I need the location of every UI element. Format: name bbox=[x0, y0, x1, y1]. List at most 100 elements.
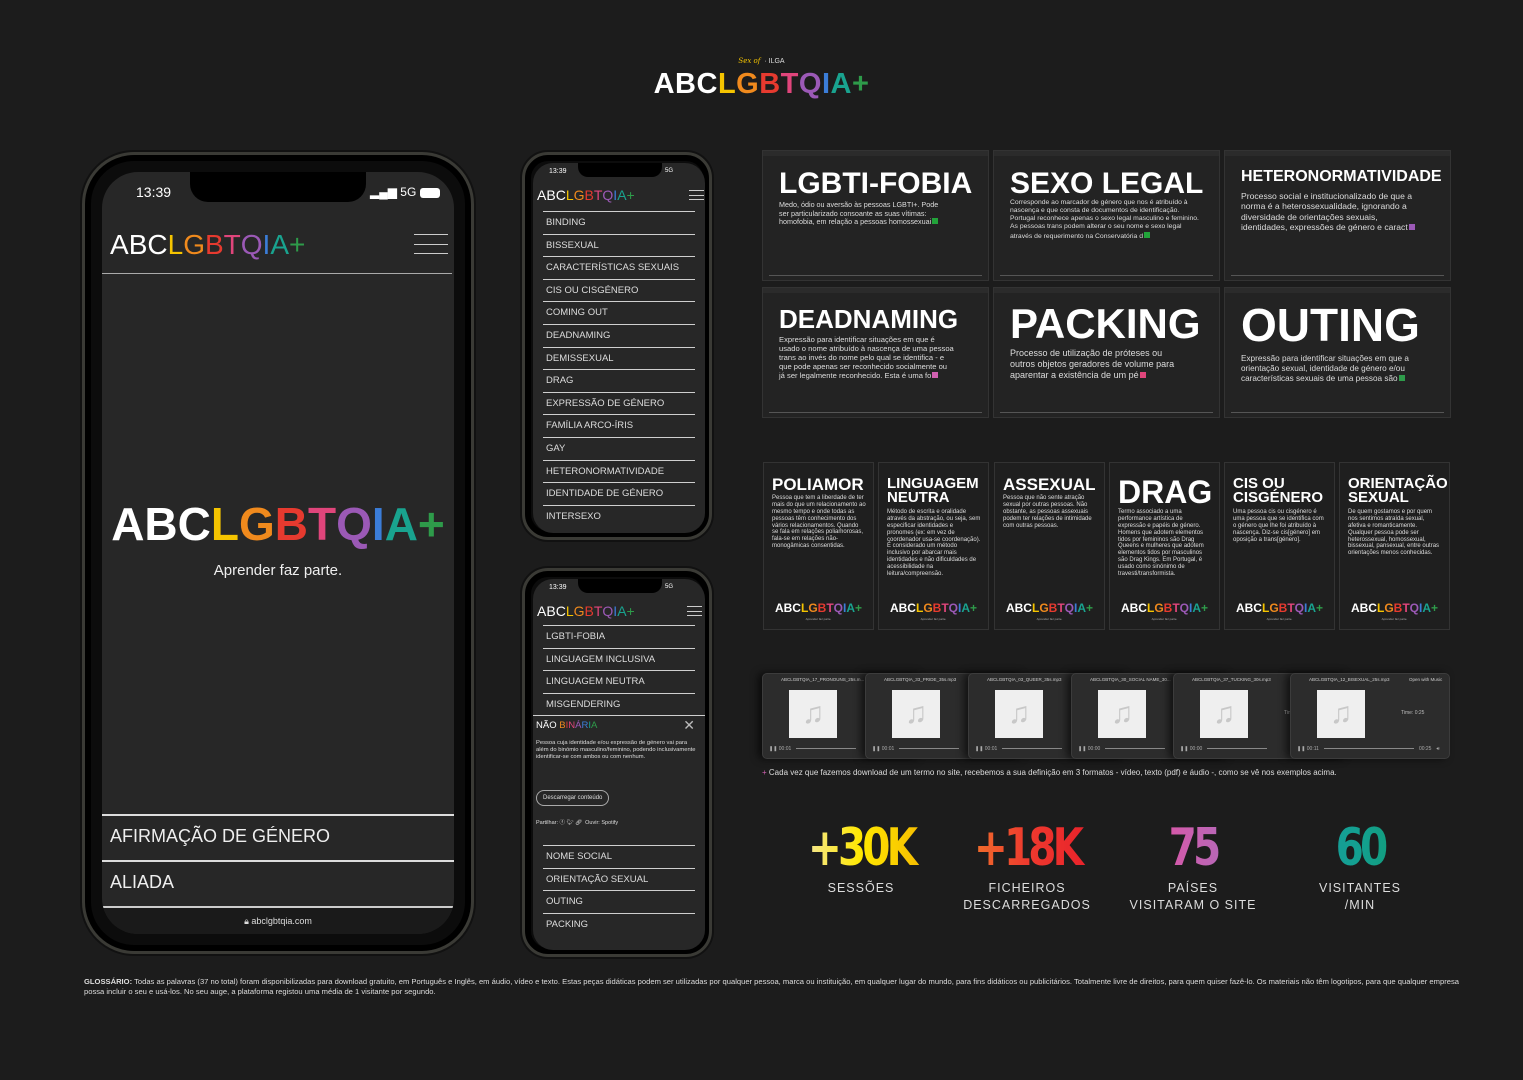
video-card[interactable]: LGBTI-FOBIA Medo, ódio ou aversão às pess… bbox=[762, 150, 989, 281]
twitter-icon[interactable]: 🐦︎ bbox=[566, 820, 574, 826]
video-progress-bar[interactable] bbox=[1000, 412, 1213, 413]
pause-icon[interactable]: ❚❚ bbox=[975, 746, 985, 752]
logo-letter: B bbox=[1048, 601, 1058, 615]
logo-letter: C bbox=[1368, 601, 1377, 615]
list-item[interactable]: GAY bbox=[543, 437, 695, 460]
list-item[interactable]: PACKING bbox=[543, 912, 695, 936]
logo-letter: I bbox=[371, 498, 385, 550]
video-card[interactable]: DEADNAMING Expressão para identificar sit… bbox=[762, 287, 989, 418]
list-item[interactable]: COMING OUT bbox=[543, 301, 695, 324]
video-progress-bar[interactable] bbox=[769, 275, 982, 276]
video-progress-bar[interactable] bbox=[1000, 275, 1213, 276]
sponsor-line: Sex of · ILGA bbox=[0, 57, 1523, 65]
close-icon[interactable]: ✕ bbox=[683, 717, 695, 733]
logo-letter: B bbox=[274, 498, 309, 550]
stat-label-line1: FICHEIROS bbox=[988, 881, 1066, 895]
list-item[interactable]: INTERSEXO bbox=[543, 504, 695, 528]
video-card[interactable]: HETERONORMATIVIDADE Processo social e ins… bbox=[1224, 150, 1451, 281]
site-logo[interactable]: ABCLGBTQIA+ bbox=[537, 187, 635, 203]
seek-slider[interactable] bbox=[1207, 748, 1268, 750]
list-item[interactable]: NOME SOCIAL bbox=[543, 845, 695, 868]
list-item[interactable]: EXPRESSÃO DE GÉNERO bbox=[543, 391, 695, 415]
card-title: OUTING bbox=[1241, 299, 1420, 351]
seek-slider[interactable] bbox=[899, 748, 960, 750]
site-logo[interactable]: ABCLGBTQIA+ bbox=[110, 229, 305, 261]
pause-icon[interactable]: ❚❚ bbox=[872, 746, 882, 752]
spotify-link[interactable]: Ouvir: Spotify bbox=[585, 820, 619, 826]
menu-item-aliada[interactable]: ALIADA bbox=[102, 860, 454, 906]
signal-icon: ▂▄▆ bbox=[370, 185, 401, 199]
logo-letter: I bbox=[1419, 601, 1423, 615]
seek-slider[interactable] bbox=[1002, 748, 1063, 750]
logo-letter: A bbox=[617, 187, 627, 203]
list-item[interactable]: IDENTIDADE DE GÉNERO bbox=[543, 482, 695, 505]
video-card[interactable]: SEXO LEGAL Corresponde ao marcador de gén… bbox=[993, 150, 1220, 281]
poster[interactable]: ASSEXUAL Pessoa que não sente atração sex… bbox=[994, 462, 1105, 630]
video-progress-bar[interactable] bbox=[1231, 275, 1444, 276]
logo-letter: B bbox=[817, 601, 827, 615]
menu-icon[interactable] bbox=[414, 234, 448, 254]
logo-letter: T bbox=[593, 603, 603, 619]
share-label: Partilhar: bbox=[536, 820, 559, 826]
volume-icon[interactable]: 🔊︎ bbox=[1436, 746, 1440, 752]
seek-slider[interactable] bbox=[796, 748, 857, 750]
audio-filename: ABCLGBTQIA_17_PRONOUNS_25s.m... bbox=[781, 677, 865, 682]
site-logo[interactable]: ABCLGBTQIA+ bbox=[537, 603, 635, 619]
list-item[interactable]: OUTING bbox=[543, 890, 695, 913]
pause-icon[interactable]: ❚❚ bbox=[769, 746, 779, 752]
link-icon[interactable]: 🔗︎ bbox=[575, 820, 583, 826]
list-item[interactable]: CARACTERÍSTICAS SEXUAIS bbox=[543, 256, 695, 279]
seek-slider[interactable] bbox=[1323, 748, 1414, 750]
download-button[interactable]: Descarregar conteúdo bbox=[536, 790, 610, 806]
logo-letter: N bbox=[536, 720, 543, 731]
logo-letter: A bbox=[1422, 601, 1432, 615]
poster[interactable]: ORIENTAÇÃO SEXUAL De quem gostamos e por … bbox=[1339, 462, 1450, 630]
video-progress-bar[interactable] bbox=[1231, 412, 1444, 413]
poster[interactable]: LINGUAGEM NEUTRA Método de escrita e oral… bbox=[878, 462, 989, 630]
list-item[interactable]: DRAG bbox=[543, 369, 695, 392]
facebook-icon[interactable]: ⓕ bbox=[559, 820, 566, 826]
pause-icon[interactable]: ❚❚ bbox=[1180, 746, 1190, 752]
poster-title: ASSEXUAL bbox=[1003, 475, 1096, 494]
menu-icon[interactable] bbox=[689, 190, 704, 200]
pause-icon[interactable]: ❚❚ bbox=[1078, 746, 1088, 752]
card-text-content: Processo social e institucionalizado de … bbox=[1241, 191, 1413, 232]
menu-icon[interactable] bbox=[687, 606, 702, 616]
list-item[interactable]: LINGUAGEM NEUTRA bbox=[543, 670, 695, 693]
poster[interactable]: CIS OU CISGÉNERO Uma pessoa cis ou cisgén… bbox=[1224, 462, 1335, 630]
video-progress-bar[interactable] bbox=[769, 412, 982, 413]
video-card[interactable]: OUTING Expressão para identificar situaçõ… bbox=[1224, 287, 1451, 418]
video-card[interactable]: PACKING Processo de utilização de prótese… bbox=[993, 287, 1220, 418]
logo-letter: I bbox=[1304, 601, 1308, 615]
stat-value: +30K bbox=[795, 822, 928, 874]
logo-letter: G bbox=[1039, 601, 1049, 615]
logo-letter: B bbox=[559, 720, 566, 731]
stat-block: 75 PAÍSES VISITARAM O SITE bbox=[1108, 822, 1278, 914]
list-item[interactable]: BINDING bbox=[543, 211, 695, 234]
seek-slider[interactable] bbox=[1105, 748, 1166, 750]
window-titlebar bbox=[1225, 151, 1450, 156]
open-with-music-button[interactable]: Open with Music bbox=[1409, 677, 1443, 682]
menu-item-afirmacao[interactable]: AFIRMAÇÃO DE GÉNERO bbox=[102, 814, 454, 860]
card-text: Processo de utilização de próteses ou ou… bbox=[1010, 348, 1185, 380]
logo-letter: Q bbox=[833, 601, 844, 615]
pause-icon[interactable]: ❚❚ bbox=[1297, 746, 1307, 752]
url-bar[interactable]: 🔒︎ abclgbtqia.com bbox=[102, 906, 454, 934]
list-item[interactable]: BISSEXUAL bbox=[543, 233, 695, 257]
list-item[interactable]: ORIENTAÇÃO SEXUAL bbox=[543, 867, 695, 891]
list-item[interactable]: DEMISSEXUAL bbox=[543, 346, 695, 370]
stat-block: 60 VISITANTES/MIN bbox=[1275, 822, 1445, 914]
poster[interactable]: POLIAMOR Pessoa que tem a liberdade de te… bbox=[763, 462, 874, 630]
list-item[interactable]: DEADNAMING bbox=[543, 324, 695, 347]
poster[interactable]: DRAG Termo associado a uma performance ar… bbox=[1109, 462, 1220, 630]
logo-letter: B bbox=[1359, 601, 1369, 615]
list-item[interactable]: HETERONORMATIVIDADE bbox=[543, 459, 695, 483]
list-item[interactable]: LGBTI-FOBIA bbox=[543, 625, 695, 648]
list-item[interactable]: CIS OU CISGÉNERO bbox=[543, 278, 695, 302]
list-item[interactable]: FAMÍLIA ARCO-ÍRIS bbox=[543, 414, 695, 437]
logo-letter: B bbox=[759, 68, 781, 100]
logo-letter: C bbox=[1023, 601, 1032, 615]
list-item[interactable]: LINGUAGEM INCLUSIVA bbox=[543, 647, 695, 671]
list-item[interactable]: MISGENDERING bbox=[543, 692, 695, 716]
big-phone-screen: 13:39 ▂▄▆ 5G ABCLGBTQIA+ ABCLGBTQIA+ Apr… bbox=[102, 172, 454, 934]
